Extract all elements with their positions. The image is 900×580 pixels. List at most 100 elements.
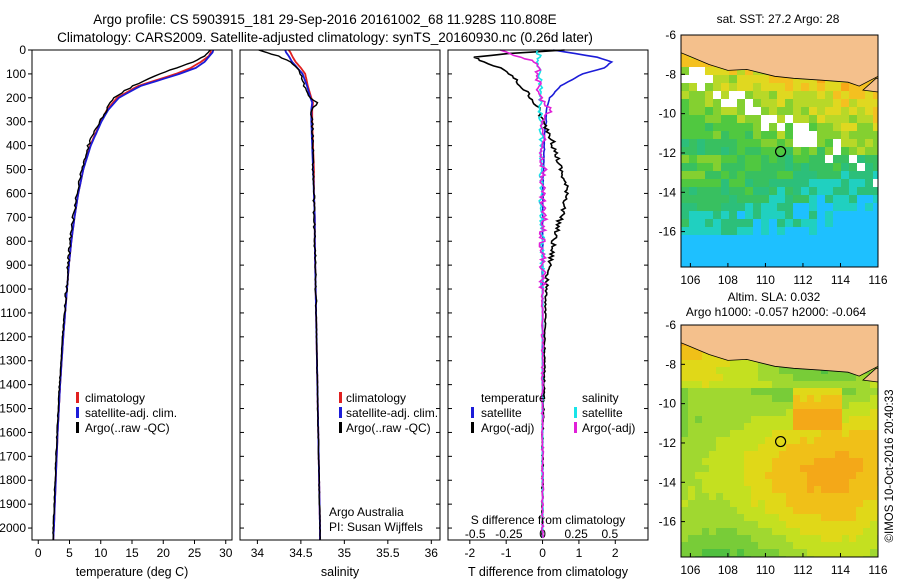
map-cell xyxy=(863,458,870,465)
map-cell xyxy=(772,374,779,381)
map-cell xyxy=(721,75,729,83)
map-cell xyxy=(785,227,793,235)
map-cell xyxy=(716,388,723,395)
map-cell xyxy=(856,451,863,458)
map-cell xyxy=(721,179,729,187)
map-cell xyxy=(765,514,772,521)
map-cell xyxy=(777,123,785,131)
map-cell xyxy=(873,203,878,211)
map-cell xyxy=(753,123,761,131)
map-cell xyxy=(721,139,729,147)
map-cell xyxy=(825,155,833,163)
map-cell xyxy=(821,507,828,514)
map-cell xyxy=(841,195,849,203)
map-cell xyxy=(833,179,841,187)
map-cell xyxy=(772,367,779,374)
map-cell xyxy=(849,163,857,171)
map-cell xyxy=(697,243,705,251)
map-cell xyxy=(809,171,817,179)
map-cell xyxy=(737,402,744,409)
map-cell xyxy=(688,528,695,535)
map-cell xyxy=(744,451,751,458)
map-cell xyxy=(709,493,716,500)
map-cell xyxy=(825,195,833,203)
map-cell xyxy=(753,219,761,227)
map-cell xyxy=(761,139,769,147)
series-line-satellite-adj-clim- xyxy=(52,49,215,541)
map-cell xyxy=(825,227,833,235)
map-cell xyxy=(801,219,809,227)
map-cell xyxy=(709,535,716,542)
map-cell xyxy=(730,514,737,521)
map-cell xyxy=(849,430,856,437)
map-cell xyxy=(786,507,793,514)
map-cell xyxy=(870,486,877,493)
map-cell xyxy=(849,115,857,123)
annotation-argo-australia: Argo Australia xyxy=(329,505,404,519)
map-cell xyxy=(817,251,825,259)
map-cell xyxy=(745,195,753,203)
map-cell xyxy=(835,549,842,556)
map-cell xyxy=(817,171,825,179)
map-cell xyxy=(786,542,793,549)
map-cell xyxy=(681,59,689,67)
map-cell xyxy=(841,211,849,219)
map-cell xyxy=(737,227,745,235)
map-cell xyxy=(705,219,713,227)
map-cell xyxy=(737,367,744,374)
map-cell xyxy=(730,409,737,416)
map-cell xyxy=(709,507,716,514)
map-cell xyxy=(744,528,751,535)
sst-map-panel: sat. SST: 27.2 Argo: 28 106 108 110 112 114 1… xyxy=(659,12,888,287)
map-cell xyxy=(765,367,772,374)
map-cell xyxy=(688,430,695,437)
legend-swatch-climatology xyxy=(76,392,79,403)
map-cell xyxy=(800,514,807,521)
map-cell xyxy=(723,465,730,472)
map-cell xyxy=(857,219,865,227)
map-cell xyxy=(689,179,697,187)
map-cell xyxy=(730,451,737,458)
map-cell xyxy=(709,500,716,507)
map-cell xyxy=(779,507,786,514)
map-cell xyxy=(807,486,814,493)
map-cell xyxy=(744,458,751,465)
map-cell xyxy=(841,235,849,243)
map-cell xyxy=(828,458,835,465)
map-cell xyxy=(856,507,863,514)
sla-map-panel: Altim. SLA: 0.032 Argo h1000: -0.057 h20… xyxy=(659,290,888,577)
map-cell xyxy=(865,139,873,147)
map-cell xyxy=(873,251,878,259)
map-cell xyxy=(695,521,702,528)
map-cell xyxy=(793,195,801,203)
map-cell xyxy=(713,203,721,211)
map-cell xyxy=(729,259,737,267)
map-cell xyxy=(745,91,753,99)
map-cell xyxy=(793,416,800,423)
map-cell xyxy=(817,139,825,147)
map-cell xyxy=(737,549,744,556)
series-line-salinity-argo-adj- xyxy=(499,49,553,539)
map-cell xyxy=(729,211,737,219)
map-cell xyxy=(758,521,765,528)
map-cell xyxy=(863,507,870,514)
map-cell xyxy=(779,367,786,374)
map-cell xyxy=(681,402,688,409)
map-cell xyxy=(688,374,695,381)
map-cell xyxy=(842,423,849,430)
map-cell xyxy=(865,147,873,155)
map-cell xyxy=(765,402,772,409)
map-cell xyxy=(729,123,737,131)
map-cell xyxy=(730,374,737,381)
map-cell xyxy=(745,123,753,131)
x-tick-label: 20 xyxy=(157,546,171,560)
x-tick-label: 108 xyxy=(718,273,738,287)
map-cell xyxy=(723,437,730,444)
map-cell xyxy=(772,381,779,388)
map-cell xyxy=(873,179,878,187)
map-cell xyxy=(807,423,814,430)
map-cell xyxy=(800,409,807,416)
map-cell xyxy=(814,451,821,458)
series-line-argo-raw-qc- xyxy=(258,49,322,541)
map-cell xyxy=(729,163,737,171)
